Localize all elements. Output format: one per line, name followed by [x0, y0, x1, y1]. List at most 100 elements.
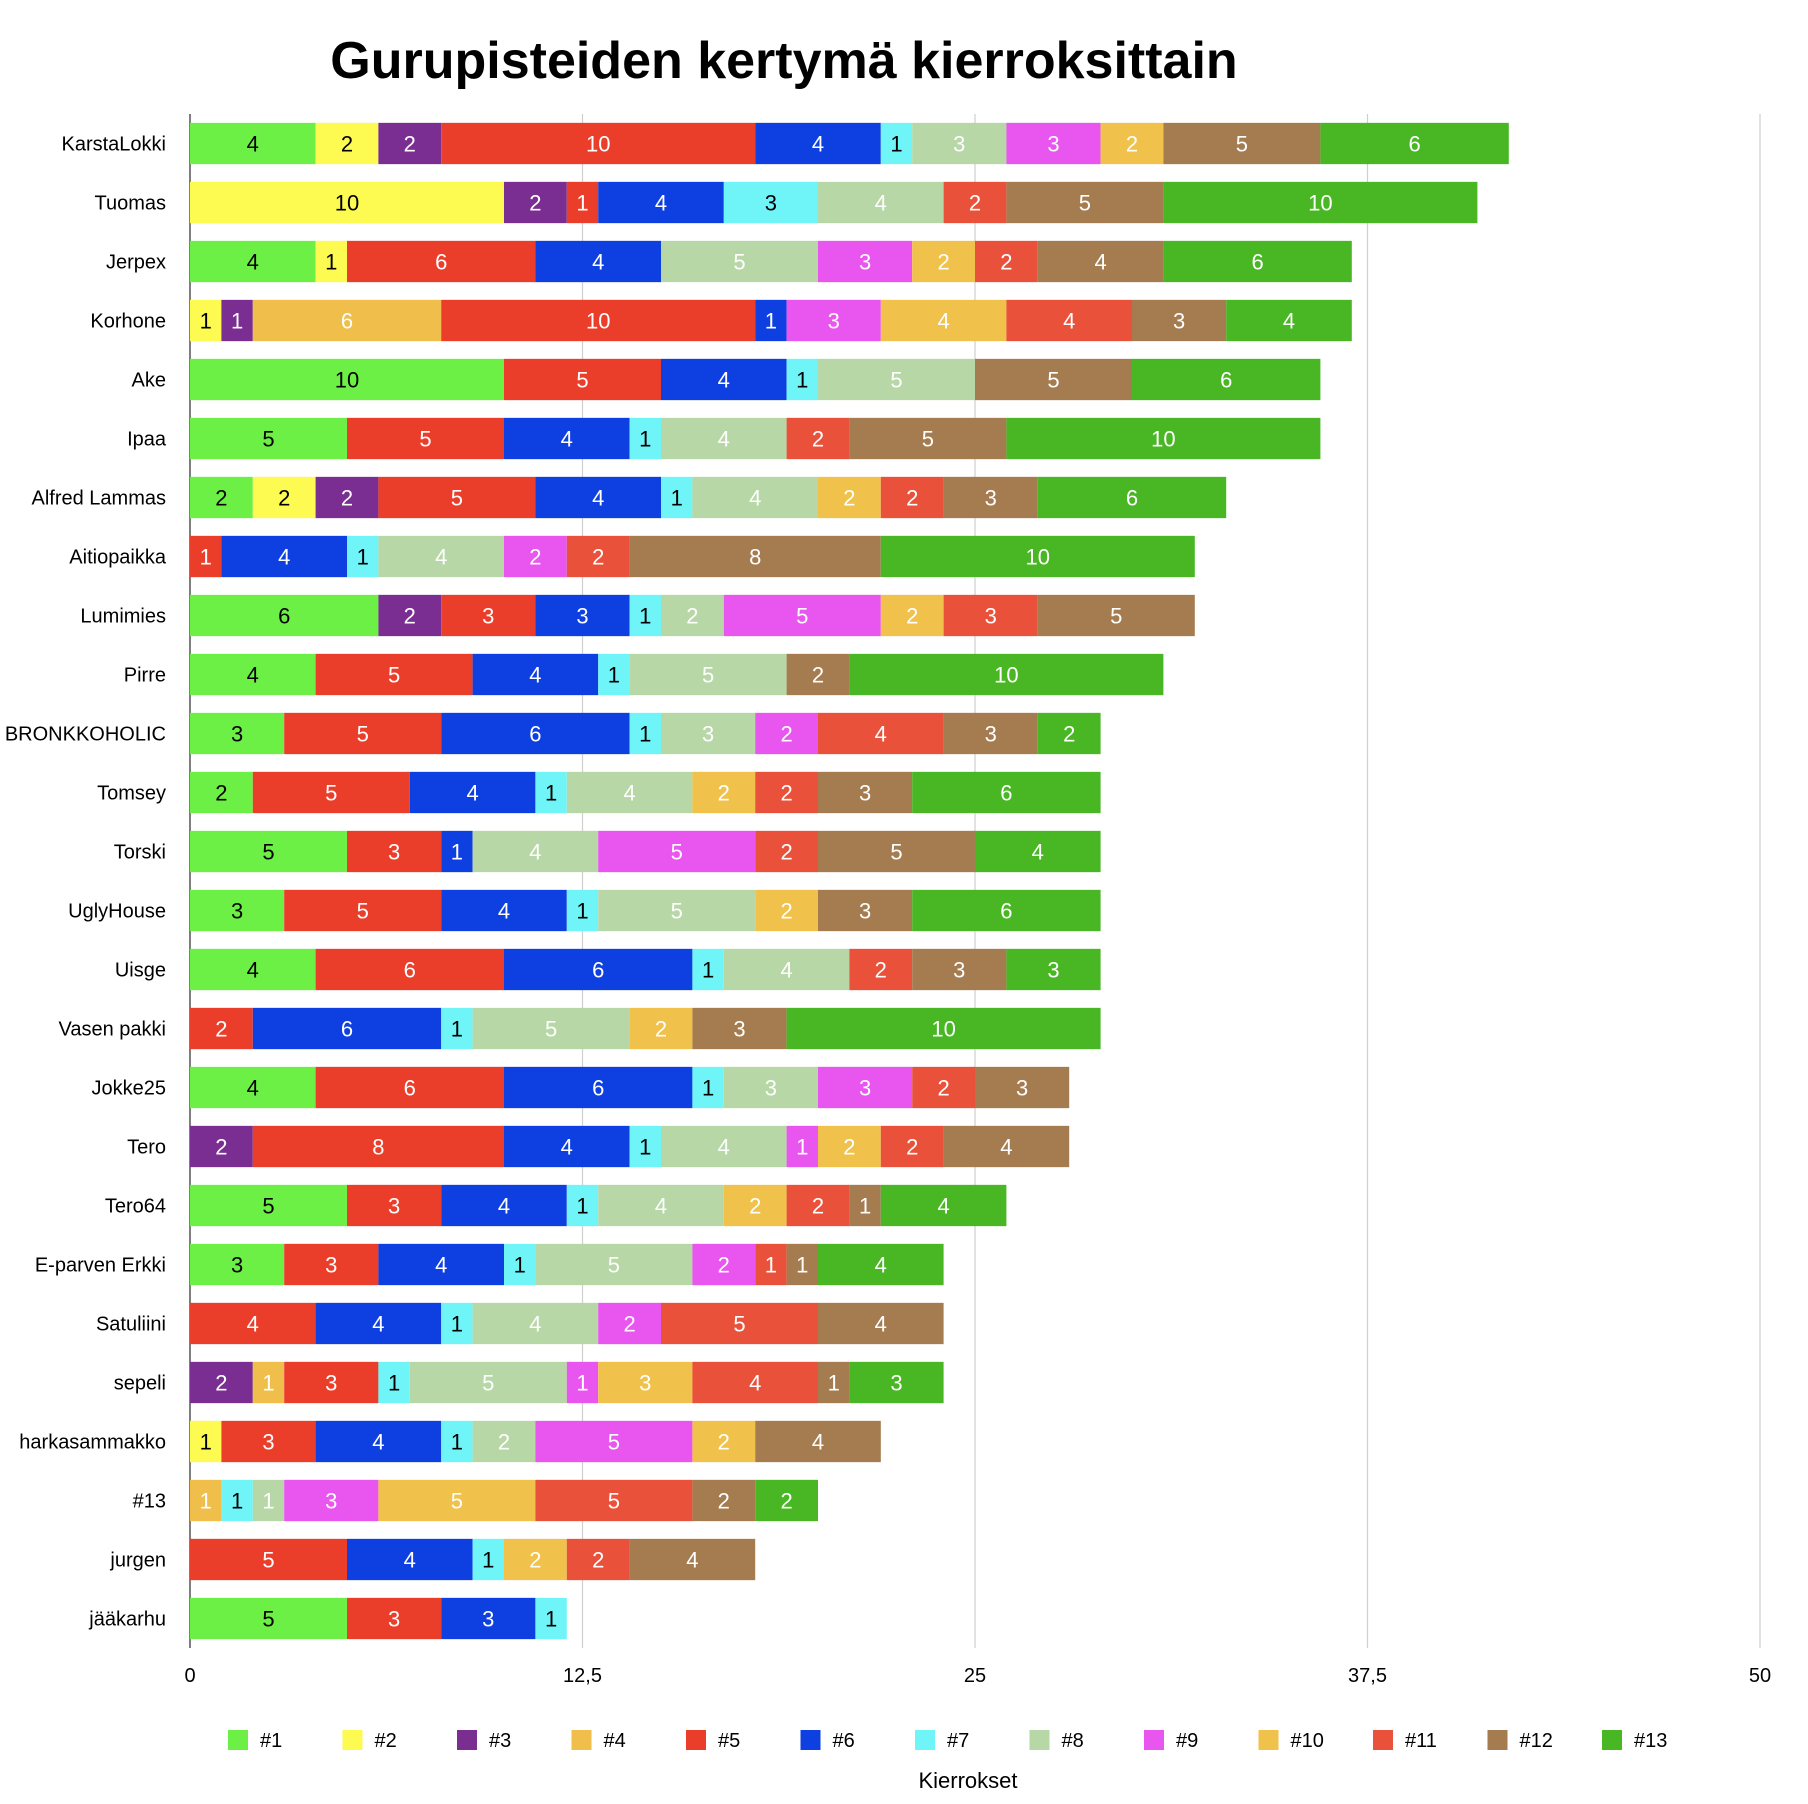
category-label: jurgen — [109, 1550, 166, 1572]
bar-segment — [504, 1538, 567, 1581]
bar-value-label: 2 — [718, 1430, 730, 1455]
bar-segment — [943, 712, 1038, 755]
bar-segment — [975, 1066, 1070, 1109]
bar-segment — [661, 594, 724, 637]
bar-value-label: 1 — [639, 604, 651, 629]
bar-value-label: 2 — [780, 840, 792, 865]
bar-value-label: 3 — [388, 1607, 400, 1632]
bar-value-label: 10 — [1308, 191, 1332, 216]
category-label: Tero64 — [105, 1196, 166, 1218]
grid — [189, 114, 1761, 1648]
bar-value-label: 4 — [875, 722, 887, 747]
x-tick-labels: 0 12,5 25 37,5 50 — [184, 1665, 1771, 1687]
bar-value-label: 5 — [357, 899, 369, 924]
legend-swatch — [571, 1730, 592, 1750]
bar-segment — [755, 1479, 818, 1522]
bar-segment — [786, 1243, 818, 1286]
bar-value-label: 4 — [592, 250, 604, 275]
category-label: harkasammakko — [19, 1432, 166, 1454]
bar-value-label: 2 — [937, 250, 949, 275]
bar-segment — [818, 1302, 944, 1345]
bar-segment — [975, 358, 1132, 401]
bar-segment — [629, 1125, 661, 1168]
bar-value-label: 4 — [1000, 1135, 1012, 1160]
bar-segment — [1006, 948, 1101, 991]
bar-value-label: 2 — [592, 1548, 604, 1573]
bar-segment — [755, 830, 818, 873]
bar-segment — [315, 1066, 504, 1109]
bar-value-label: 4 — [718, 1135, 730, 1160]
bar-segment — [1132, 358, 1321, 401]
bar-segment — [912, 122, 1007, 165]
bar-value-label: 5 — [1047, 368, 1059, 393]
bar-segment — [661, 417, 787, 460]
bar-segment — [880, 1125, 944, 1168]
bar-segment — [441, 299, 756, 342]
bar-value-label: 1 — [200, 309, 212, 334]
bar-value-label: 4 — [372, 1312, 384, 1337]
bar-segment — [504, 181, 567, 224]
bar-value-label: 5 — [922, 427, 934, 452]
bar-segment — [1226, 299, 1352, 342]
bar-value-label: 6 — [278, 604, 290, 629]
legend-swatch — [1373, 1730, 1393, 1750]
category-label: Ake — [132, 370, 166, 392]
bar-segment — [190, 1420, 222, 1463]
bar-value-label: 1 — [576, 899, 588, 924]
legend-swatch — [686, 1730, 706, 1750]
bar-value-label: 1 — [200, 1489, 212, 1514]
bar-segment — [190, 1479, 222, 1522]
bar-value-label: 2 — [341, 486, 353, 511]
bar-segment — [315, 653, 473, 696]
x-axis-title: Kierrokset — [918, 1768, 1017, 1793]
bar-segment — [1132, 299, 1227, 342]
bar-segment — [472, 1420, 536, 1463]
bar-segment — [1163, 240, 1352, 283]
bar-segment — [190, 1243, 285, 1286]
bar-value-label: 4 — [875, 1312, 887, 1337]
bar-segment — [284, 1243, 379, 1286]
bar-value-label: 10 — [1026, 545, 1050, 570]
legend-swatch — [1144, 1730, 1164, 1750]
bar-segment — [692, 771, 756, 814]
bar-segment — [880, 535, 1195, 578]
bar-value-label: 1 — [545, 1607, 557, 1632]
bar-segment — [472, 830, 599, 873]
bar-segment — [221, 1420, 316, 1463]
bar-segment — [504, 1125, 630, 1168]
bar-segment — [755, 1420, 881, 1463]
bar-value-label: 3 — [985, 604, 997, 629]
bar-value-label: 1 — [671, 486, 683, 511]
bar-value-label: 4 — [561, 427, 573, 452]
bar-segment — [315, 1302, 442, 1345]
bar-value-label: 2 — [906, 1135, 918, 1160]
bar-value-label: 5 — [1079, 191, 1091, 216]
bar-value-label: 4 — [749, 1371, 761, 1396]
legend-swatch — [342, 1730, 363, 1750]
bar-value-label: 3 — [859, 899, 871, 924]
bar-value-label: 4 — [718, 368, 730, 393]
bar-value-label: 1 — [200, 1430, 212, 1455]
bar-segment — [190, 476, 253, 519]
bar-value-label: 5 — [796, 604, 808, 629]
bar-value-label: 10 — [931, 1017, 955, 1042]
bar-segment — [598, 1184, 724, 1227]
bar-value-label: 3 — [482, 1607, 494, 1632]
bar-value-label: 1 — [796, 1135, 808, 1160]
bar-value-label: 4 — [812, 1430, 824, 1455]
bar-value-label: 2 — [812, 427, 824, 452]
bar-value-label: 10 — [335, 191, 359, 216]
bar-value-label: 1 — [859, 1194, 871, 1219]
bar-value-label: 2 — [341, 132, 353, 157]
bar-value-label: 5 — [262, 840, 274, 865]
bar-value-label: 4 — [466, 781, 478, 806]
bar-segment — [723, 594, 881, 637]
bar-segment — [598, 830, 756, 873]
bar-segment — [818, 771, 913, 814]
bar-segment — [221, 535, 347, 578]
bar-value-label: 3 — [231, 722, 243, 747]
legend-label: #7 — [947, 1730, 969, 1752]
bar-segment — [598, 653, 630, 696]
legend-swatch — [1258, 1730, 1279, 1750]
bar-segment — [190, 1007, 253, 1050]
